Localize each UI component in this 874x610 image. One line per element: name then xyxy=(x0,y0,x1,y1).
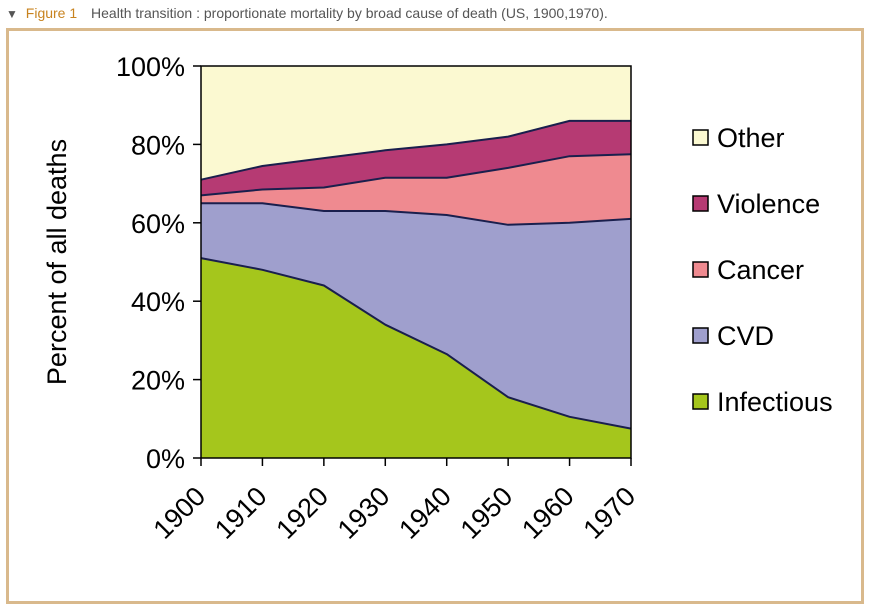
y-tick-label: 40% xyxy=(131,287,185,317)
boundary-line-cvd xyxy=(201,202,632,226)
x-tick-label: 1970 xyxy=(578,481,642,545)
plot-area-border xyxy=(200,65,632,459)
boundary-line-violence xyxy=(200,119,631,181)
legend-label-other: Other xyxy=(717,123,785,153)
y-tick-label: 0% xyxy=(146,444,185,474)
area-cvd xyxy=(201,203,631,429)
x-tick-label: 1910 xyxy=(209,481,273,545)
x-tick-label: 1930 xyxy=(332,481,396,545)
area-other xyxy=(201,66,631,180)
y-axis-title: Percent of all deaths xyxy=(42,139,72,385)
y-tick-label: 60% xyxy=(131,209,185,239)
legend-swatch-cancer xyxy=(692,261,709,278)
y-tick-label: 100% xyxy=(116,52,185,82)
figure-label: Figure 1 xyxy=(25,5,78,21)
area-infectious xyxy=(201,258,631,458)
legend-swatch-infectious xyxy=(692,393,709,410)
collapse-triangle-icon[interactable]: ▼ xyxy=(6,7,18,21)
legend-swatch-other xyxy=(692,129,709,146)
y-tick-label: 20% xyxy=(131,366,185,396)
x-tick-label: 1940 xyxy=(393,481,457,545)
boundary-line-cancer xyxy=(200,153,632,197)
legend-swatch-cvd xyxy=(692,327,709,344)
legend-swatch-violence xyxy=(692,195,709,212)
x-tick-label: 1900 xyxy=(148,481,212,545)
figure-caption: ▼ Figure 1 Health transition : proportio… xyxy=(6,2,608,24)
x-tick-label: 1960 xyxy=(516,481,580,545)
legend-label-violence: Violence xyxy=(717,189,820,219)
boundary-line-infectious xyxy=(200,257,632,430)
area-cancer xyxy=(201,154,631,225)
legend-label-cvd: CVD xyxy=(717,321,774,351)
y-tick-label: 80% xyxy=(131,130,185,160)
area-violence xyxy=(201,120,631,196)
legend-label-infectious: Infectious xyxy=(717,387,833,417)
x-tick-label: 1950 xyxy=(455,481,519,545)
legend-label-cancer: Cancer xyxy=(717,255,804,285)
x-tick-label: 1920 xyxy=(270,481,334,545)
figure-description: Health transition : proportionate mortal… xyxy=(91,5,608,21)
